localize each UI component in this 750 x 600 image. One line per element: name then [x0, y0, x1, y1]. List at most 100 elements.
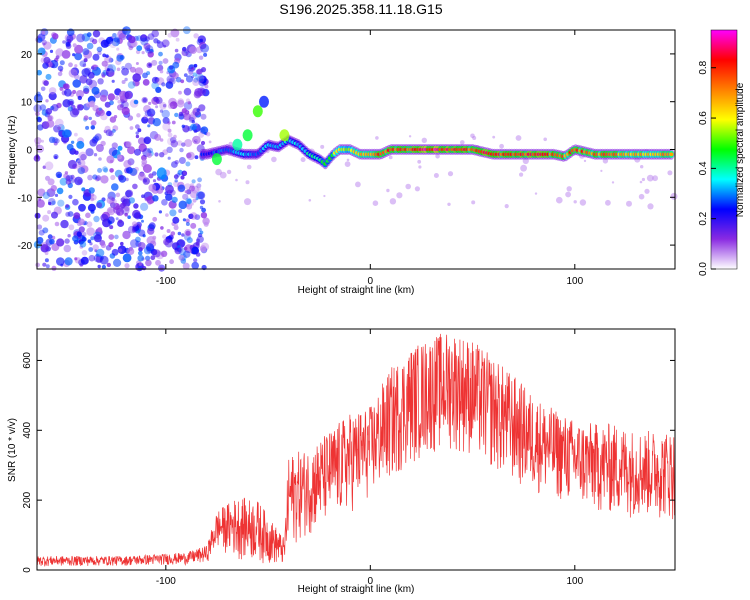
noise-speckle	[189, 46, 197, 54]
noise-speckle	[187, 101, 191, 105]
noise-speckle	[66, 143, 74, 151]
noise-speckle	[61, 50, 71, 59]
noise-speckle	[198, 55, 204, 60]
noise-speckle	[108, 147, 118, 156]
noise-speckle	[171, 120, 176, 125]
noise-speckle	[116, 67, 121, 72]
snr-x-label: Height of straight line (km)	[298, 584, 415, 595]
noise-speckle	[69, 108, 79, 118]
noise-speckle	[110, 174, 116, 181]
noise-speckle	[199, 245, 207, 252]
noise-speckle	[176, 99, 185, 108]
noise-speckle	[55, 118, 64, 128]
noise-speckle	[104, 63, 114, 73]
noise-speckle	[51, 200, 56, 205]
noise-speckle	[626, 200, 632, 207]
noise-speckle	[107, 93, 116, 101]
noise-speckle	[105, 129, 113, 137]
noise-speckle	[76, 90, 84, 98]
noise-speckle	[117, 248, 123, 253]
noise-speckle	[166, 75, 175, 84]
noise-speckle	[65, 179, 72, 185]
noise-speckle	[110, 202, 116, 208]
noise-speckle	[92, 135, 100, 142]
noise-speckle	[90, 236, 95, 241]
noise-speckle	[140, 34, 148, 42]
noise-speckle	[519, 172, 524, 177]
noise-speckle	[174, 223, 178, 228]
noise-speckle	[42, 227, 49, 234]
y-tick-label: 10	[21, 98, 33, 109]
noise-speckle	[36, 236, 44, 244]
noise-speckle	[121, 106, 130, 116]
snr-y-ticks: 0 200 400 600	[22, 352, 675, 573]
noise-speckle	[135, 134, 140, 139]
noise-speckle	[110, 201, 117, 208]
noise-speckle	[67, 159, 77, 169]
noise-speckle	[97, 227, 103, 232]
noise-speckle	[88, 79, 98, 89]
noise-speckle	[175, 76, 182, 83]
noise-speckle	[64, 257, 73, 266]
noise-speckle	[185, 161, 191, 167]
noise-speckle	[155, 96, 163, 105]
noise-speckle	[92, 53, 100, 61]
noise-speckle	[174, 160, 179, 165]
noise-speckle	[196, 238, 200, 243]
noise-speckle	[181, 142, 186, 147]
noise-speckle	[151, 81, 159, 90]
noise-speckle	[135, 236, 141, 243]
noise-speckle	[405, 183, 412, 190]
noise-speckle	[154, 133, 162, 141]
noise-speckle	[189, 185, 195, 192]
noise-speckle	[190, 222, 197, 229]
noise-speckle	[144, 109, 152, 117]
noise-speckle	[86, 227, 95, 236]
noise-speckle	[179, 147, 184, 153]
noise-speckle	[62, 40, 66, 44]
noise-speckle	[95, 144, 104, 152]
noise-speckle	[193, 63, 198, 68]
noise-speckle	[344, 161, 351, 168]
noise-speckle	[50, 185, 57, 192]
noise-speckle	[146, 108, 156, 117]
x-tick-label: 0	[368, 276, 374, 287]
noise-speckle	[37, 188, 46, 197]
noise-speckle	[136, 113, 141, 118]
spectrogram-y-ticks: -20 -10 0 10 20	[18, 50, 675, 252]
noise-speckle	[130, 66, 136, 73]
noise-speckle	[520, 164, 527, 172]
noise-speckle	[65, 41, 71, 47]
noise-speckle	[573, 200, 577, 204]
noise-speckle	[96, 202, 103, 209]
noise-speckle	[172, 216, 180, 224]
noise-speckle	[185, 75, 194, 83]
noise-speckle	[74, 52, 83, 61]
noise-speckle	[116, 47, 120, 51]
noise-speckle	[135, 124, 140, 130]
noise-speckle	[187, 67, 192, 72]
noise-speckle	[76, 231, 83, 237]
noise-speckle	[74, 257, 78, 261]
colorbar: 0.0 0.2 0.4 0.6 0.8 Normalized spectral ampl…	[698, 29, 746, 276]
noise-speckle	[172, 61, 180, 69]
noise-speckle	[147, 200, 152, 205]
noise-speckle	[188, 213, 194, 219]
ridge-core	[669, 152, 674, 157]
noise-speckle	[98, 107, 103, 111]
noise-speckle	[159, 109, 164, 113]
noise-speckle	[162, 122, 171, 131]
noise-speckle	[44, 161, 54, 171]
noise-speckle	[96, 248, 105, 257]
noise-speckle	[47, 115, 54, 122]
noise-speckle	[219, 171, 227, 179]
noise-speckle	[389, 198, 397, 205]
noise-speckle	[203, 52, 208, 57]
noise-speckle	[203, 221, 209, 227]
noise-speckle	[421, 137, 427, 143]
noise-speckle	[181, 49, 189, 57]
noise-speckle	[80, 153, 87, 161]
noise-speckle	[88, 247, 94, 252]
noise-speckle	[35, 262, 40, 268]
